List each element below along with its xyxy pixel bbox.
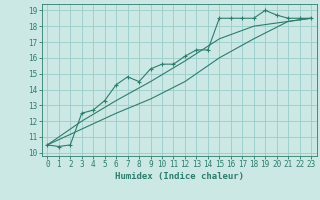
- X-axis label: Humidex (Indice chaleur): Humidex (Indice chaleur): [115, 172, 244, 181]
